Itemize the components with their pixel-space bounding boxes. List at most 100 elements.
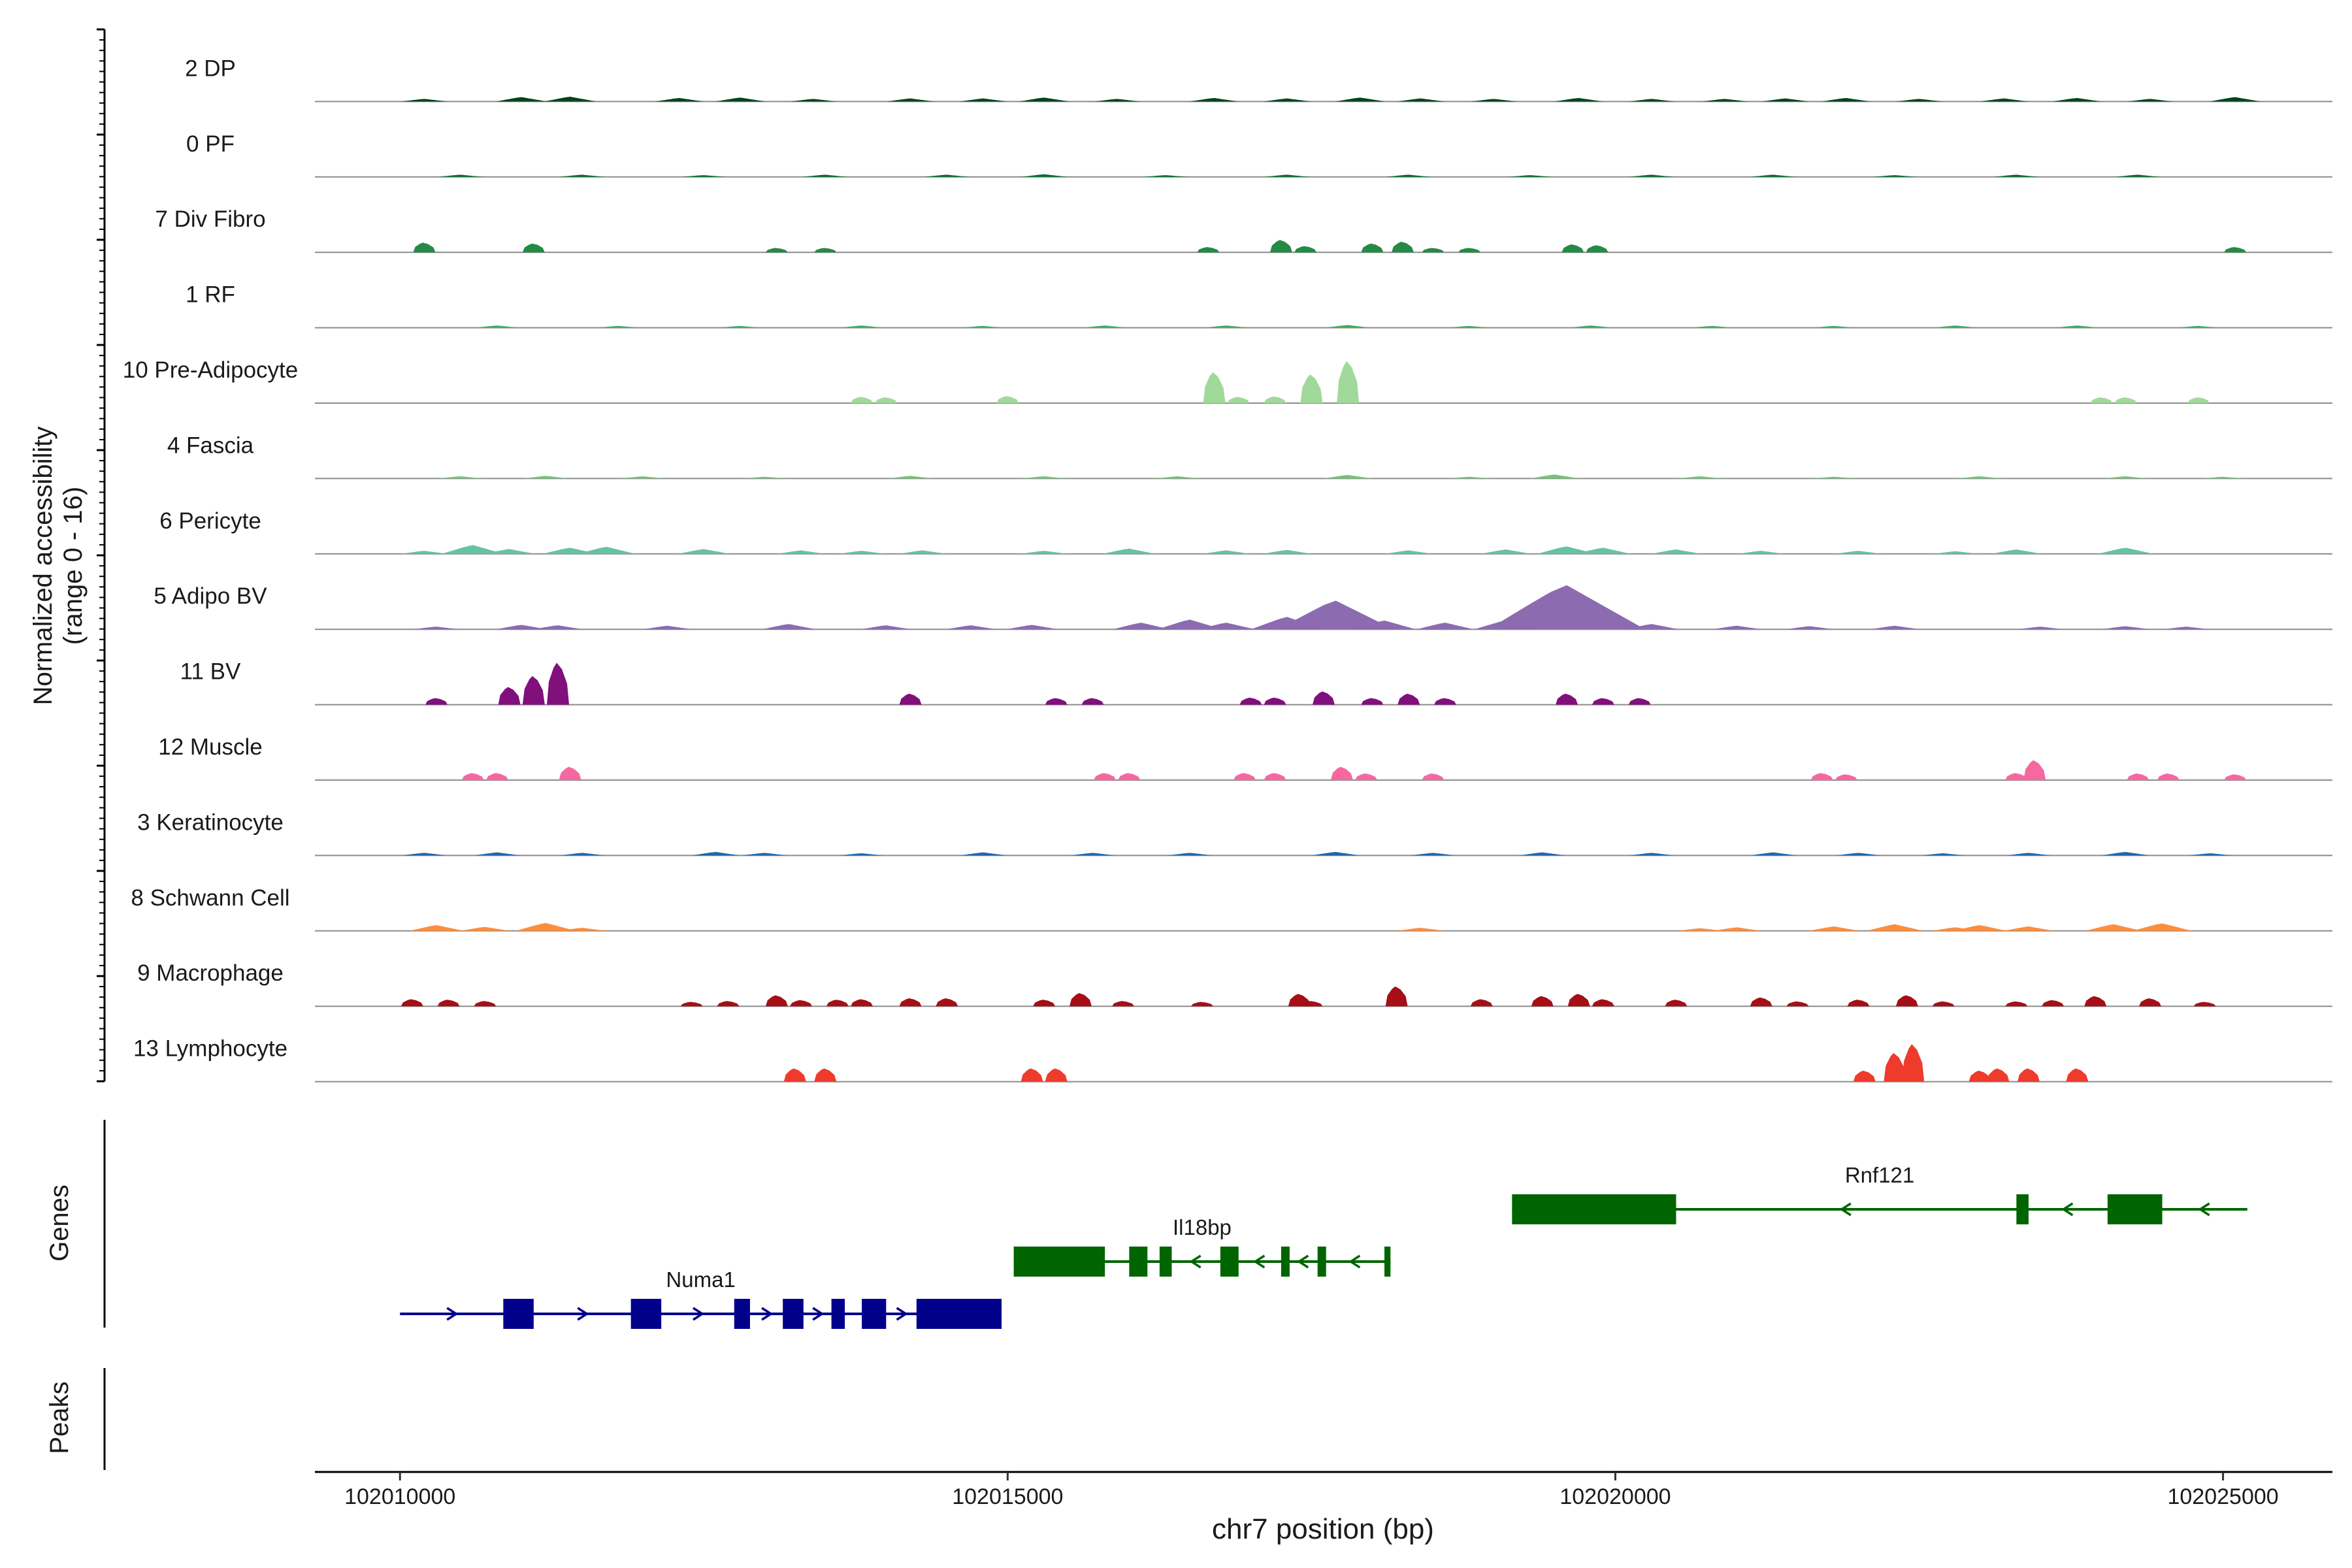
coverage-peak — [486, 773, 509, 780]
coverage-peak — [1311, 852, 1360, 856]
gene-exon — [630, 1299, 662, 1329]
coverage-peak — [1821, 98, 1871, 102]
coverage-peak — [1397, 693, 1420, 705]
gene-exon — [916, 1299, 1002, 1329]
coverage-peak — [2066, 1068, 2089, 1082]
coverage-peak — [1330, 766, 1353, 780]
coverage-peak — [1020, 551, 1068, 554]
coverage-peak — [2224, 774, 2247, 780]
coverage-peak — [559, 766, 581, 780]
coverage-peak — [1113, 623, 1170, 630]
coverage-peak — [1269, 240, 1292, 253]
coverage-peak — [681, 175, 726, 177]
coverage-peak — [1227, 397, 1250, 403]
coverage-peak — [1353, 620, 1416, 630]
coverage-peak — [802, 174, 848, 177]
coverage-peak — [1518, 852, 1567, 856]
coverage-peak — [498, 687, 521, 705]
coverage-peak — [620, 476, 666, 479]
coverage-peak — [1233, 773, 1256, 780]
coverage-peak — [1324, 475, 1373, 479]
strand-chevron-icon — [1189, 1254, 1201, 1269]
coverage-peak — [1993, 174, 2039, 177]
coverage-peak — [1650, 549, 1702, 554]
coverage-peak — [1391, 242, 1414, 253]
x-tick-label: 102010000 — [344, 1484, 455, 1509]
coverage-peak — [1933, 325, 1978, 328]
coverage-peak — [1201, 550, 1251, 554]
strand-chevron-icon — [812, 1307, 825, 1321]
coverage-peak — [1537, 546, 1597, 554]
coverage-peak — [1625, 624, 1679, 630]
track-label: 5 Adipo BV — [154, 583, 267, 609]
coverage-peak — [483, 549, 536, 554]
gene-exon — [2107, 1194, 2163, 1224]
coverage-peak — [1397, 98, 1445, 102]
strand-chevron-icon — [1297, 1254, 1309, 1269]
coverage-peak — [2127, 99, 2174, 102]
track-label: 7 Div Fibro — [155, 206, 265, 232]
coverage-peak — [1629, 174, 1674, 177]
coverage-peak — [1434, 698, 1457, 705]
gene-label: Rnf121 — [1845, 1163, 1914, 1187]
track-label: 6 Pericyte — [159, 508, 261, 534]
coverage-peak — [1458, 248, 1481, 253]
coverage-peak — [1300, 1001, 1323, 1007]
coverage-panel: 2 DP 0 PF 7 Div Fibro 1 RF 10 Pre-Adipocyte 4… — [97, 28, 2332, 1083]
track-label: 9 Macrophage — [137, 960, 284, 986]
coverage-peak — [936, 998, 958, 1007]
coverage-peak — [2127, 773, 2149, 780]
coverage-peak — [1508, 175, 1552, 177]
coverage-peak — [2157, 773, 2180, 780]
coverage-peak — [413, 627, 460, 630]
strand-chevron-icon — [1348, 1254, 1361, 1269]
coverage-peak — [1575, 547, 1631, 554]
gene-exon — [1317, 1247, 1326, 1277]
track-label: 0 PF — [186, 131, 235, 157]
coverage-peak — [875, 397, 898, 403]
coverage-peak — [814, 248, 837, 253]
coverage-peak — [437, 1000, 460, 1007]
coverage-peak — [1313, 691, 1335, 705]
track-0: 2 DP — [185, 56, 2332, 103]
strand-chevron-icon — [1253, 1254, 1266, 1269]
coverage-peak — [790, 1000, 813, 1007]
coverage-peak — [1157, 619, 1223, 630]
track-13: 13 Lymphocyte — [133, 1036, 2332, 1083]
x-axis: 102010000 102015000 102020000 102025000 — [315, 1471, 2332, 1509]
coverage-peak — [558, 928, 606, 931]
coverage-peak — [438, 476, 483, 479]
coverage-peak — [1278, 600, 1394, 630]
coverage-peak — [1957, 476, 2003, 479]
coverage-peak — [425, 698, 448, 705]
coverage-peak — [1628, 853, 1675, 856]
coverage-peak — [1895, 995, 1918, 1007]
gene-exon — [831, 1299, 845, 1329]
coverage-peak — [1932, 551, 1979, 554]
coverage-peak — [1143, 175, 1188, 177]
coverage-peak — [1628, 698, 1651, 705]
coverage-peak — [559, 853, 606, 856]
coverage-peak — [473, 852, 521, 856]
coverage-peak — [1737, 551, 1785, 554]
coverage-peak — [1471, 99, 1517, 102]
coverage-peak — [1749, 852, 1797, 856]
coverage-peak — [717, 1001, 740, 1007]
coverage-peak — [887, 476, 934, 479]
coverage-peak — [2200, 476, 2246, 479]
coverage-peak — [1750, 997, 1772, 1007]
gene-label: Numa1 — [666, 1267, 735, 1292]
coverage-peak — [1531, 996, 1554, 1007]
coverage-peak — [400, 551, 448, 554]
track-9: 12 Muscle — [158, 734, 2332, 781]
coverage-peak — [1586, 245, 1609, 253]
coverage-peak — [1812, 325, 1856, 328]
strand-chevron-icon — [446, 1307, 459, 1321]
coverage-peak — [1761, 98, 1810, 102]
coverage-peak — [1263, 98, 1311, 102]
coverage-peak — [861, 625, 911, 630]
coverage-peak — [1262, 549, 1313, 554]
coverage-peak — [496, 97, 547, 102]
coverage-peak — [2163, 627, 2210, 630]
coverage-peak — [1264, 396, 1286, 403]
